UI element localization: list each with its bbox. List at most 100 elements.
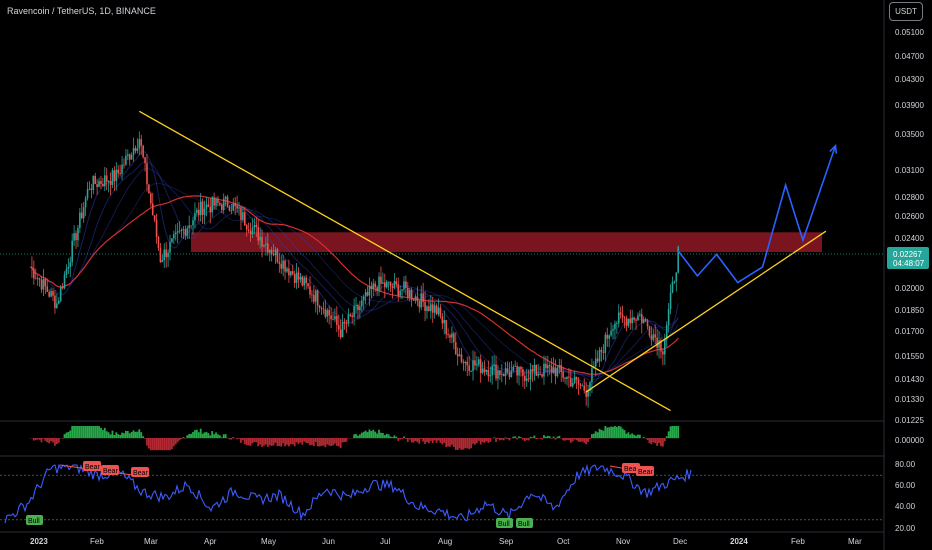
histogram-bar	[592, 433, 595, 439]
histogram-bar	[385, 433, 388, 439]
histogram-bar	[355, 434, 357, 439]
candle-body	[224, 196, 227, 199]
candle	[56, 293, 58, 309]
candle	[675, 271, 678, 292]
histogram-bar	[449, 438, 451, 447]
candle	[506, 361, 509, 375]
candle-body	[103, 175, 106, 187]
resistance-zone	[191, 232, 822, 253]
candle	[412, 298, 415, 301]
candle	[299, 273, 302, 283]
candle-body	[430, 304, 432, 312]
candle	[570, 369, 572, 387]
candle	[71, 233, 73, 267]
candle-body	[568, 376, 570, 378]
histogram-bar	[535, 438, 538, 440]
histogram-bar	[224, 434, 227, 439]
candle-body	[280, 263, 283, 269]
histogram-bar	[487, 438, 490, 443]
histogram-bar	[600, 429, 603, 439]
histogram-bar	[358, 434, 361, 439]
candle-body	[673, 281, 676, 283]
candle	[383, 273, 386, 299]
histogram-bar	[171, 438, 173, 450]
candle	[662, 349, 664, 366]
candle	[596, 350, 599, 363]
candle	[253, 217, 256, 235]
currency-button[interactable]: USDT	[889, 2, 923, 21]
projection-path	[677, 145, 837, 284]
histogram-bar	[631, 433, 634, 439]
candle-body	[456, 353, 459, 357]
candle-body	[222, 198, 225, 211]
candle-body	[364, 292, 367, 297]
candle	[138, 131, 141, 156]
candle	[213, 192, 215, 210]
histogram-bar	[502, 438, 505, 441]
candle	[184, 225, 187, 240]
candle	[395, 277, 398, 288]
candle	[167, 249, 169, 268]
candle-body	[299, 276, 302, 280]
candle	[328, 305, 330, 325]
histogram-bar	[479, 438, 482, 445]
candle-body	[247, 229, 250, 231]
candle	[203, 200, 206, 225]
candle-body	[443, 319, 446, 324]
candle	[453, 331, 455, 350]
time-tick: Jul	[380, 537, 390, 546]
candle-body	[157, 237, 160, 249]
histogram-bar	[594, 431, 597, 439]
candle	[330, 307, 332, 329]
histogram-bar	[98, 426, 100, 439]
histogram-bar	[353, 434, 356, 439]
histogram-bar	[497, 438, 499, 440]
bull-signal-badge	[496, 518, 513, 528]
time-tick: Apr	[204, 537, 217, 546]
candle-body	[270, 249, 273, 255]
histogram-bar	[240, 438, 242, 443]
candle	[134, 145, 137, 154]
candle-body	[311, 294, 313, 296]
candle-body	[397, 284, 400, 296]
histogram-bar	[309, 438, 311, 446]
histogram-bar	[134, 431, 137, 439]
histogram-bar	[516, 438, 519, 440]
candle	[217, 195, 219, 206]
candle	[639, 310, 641, 318]
candle-body	[337, 324, 340, 330]
histogram-bar	[539, 438, 542, 439]
candle	[234, 197, 237, 216]
bull-signal-label: Bull	[518, 521, 530, 528]
candle	[82, 201, 85, 223]
histogram-bar	[393, 435, 396, 439]
candle-body	[290, 271, 292, 276]
candle	[464, 360, 467, 372]
histogram-bar	[278, 438, 281, 446]
candle-body	[506, 368, 509, 373]
histogram-bar	[178, 438, 181, 441]
histogram-bar	[276, 438, 279, 447]
histogram-bar	[372, 429, 375, 439]
candle	[125, 148, 127, 166]
histogram-bar	[663, 438, 666, 442]
candle-body	[336, 316, 338, 325]
candle-body	[566, 376, 568, 379]
histogram-bar	[251, 438, 254, 444]
candle	[410, 287, 413, 307]
candle-body	[128, 154, 131, 160]
candle-body	[322, 308, 325, 310]
price-tick: 0.01700	[895, 327, 924, 336]
candle-body	[545, 363, 547, 369]
candle	[98, 177, 100, 188]
histogram-bar	[546, 435, 549, 439]
candle	[669, 284, 672, 315]
candle-body	[656, 337, 658, 348]
candle	[504, 361, 507, 385]
candle-body	[587, 390, 589, 397]
histogram-bar	[426, 438, 428, 443]
candle-body	[86, 189, 89, 199]
candle	[558, 358, 561, 374]
candle-body	[405, 281, 407, 289]
